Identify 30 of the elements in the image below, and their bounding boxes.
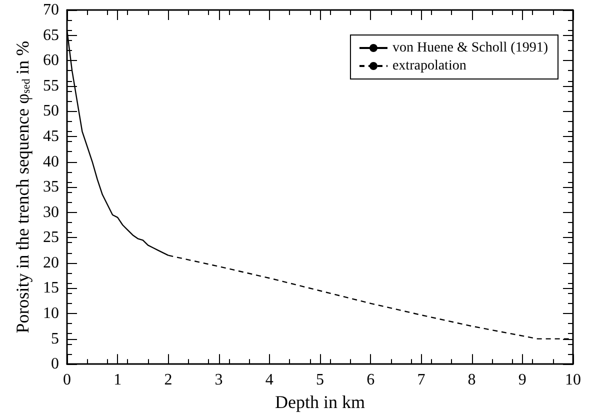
- y-tick-label: 15: [43, 280, 59, 297]
- y-tick-label: 45: [43, 128, 59, 145]
- y-tick-label: 20: [43, 254, 59, 272]
- y-axis-title: Porosity in the trench sequence φsed in %: [12, 40, 33, 334]
- legend-label: von Huene & Scholl (1991): [392, 40, 548, 56]
- x-tick-label: 10: [565, 372, 581, 389]
- y-tick-label: 60: [43, 52, 59, 70]
- x-tick-label: 0: [63, 372, 71, 389]
- x-tick-label: 5: [316, 372, 324, 389]
- y-tick-label: 65: [43, 26, 59, 44]
- y-tick-label: 55: [43, 77, 59, 94]
- x-tick-label: 3: [214, 372, 223, 389]
- x-tick-label: 9: [518, 372, 526, 389]
- x-tick-label: 2: [164, 372, 172, 389]
- y-tick-label: 5: [51, 330, 59, 348]
- y-tick-label: 40: [43, 153, 59, 170]
- y-tick-label: 50: [43, 102, 59, 120]
- y-tick-label: 25: [43, 229, 59, 246]
- x-tick-label: 1: [114, 372, 122, 389]
- x-tick-label: 8: [468, 372, 476, 389]
- x-tick-label: 7: [417, 372, 426, 389]
- y-tick-label: 0: [51, 356, 59, 373]
- x-axis-title: Depth in km: [275, 392, 365, 412]
- legend-label: extrapolation: [392, 58, 466, 74]
- y-tick-label: 70: [43, 2, 59, 18]
- x-tick-label: 4: [265, 372, 274, 389]
- y-tick-label: 10: [43, 305, 59, 322]
- y-tick-label: 35: [43, 178, 59, 196]
- y-tick-label: 30: [43, 204, 59, 221]
- x-tick-label: 6: [366, 372, 375, 389]
